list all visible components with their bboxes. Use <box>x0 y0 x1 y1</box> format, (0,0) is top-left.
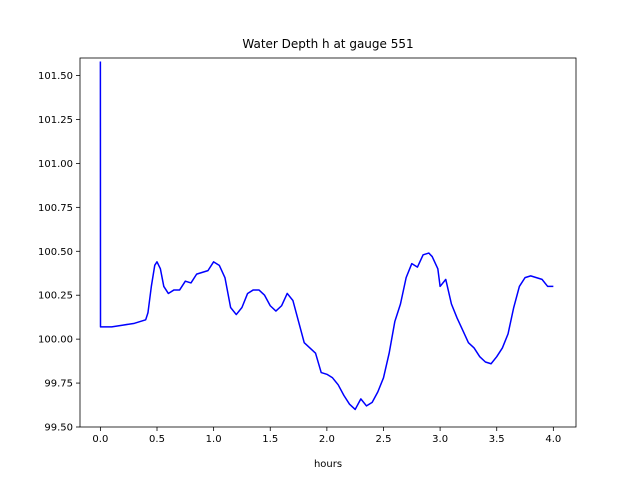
axes-frame <box>79 57 577 428</box>
x-tick-label: 4.0 <box>545 434 561 445</box>
x-tick-label: 2.5 <box>376 434 392 445</box>
x-axis: 0.0 0.5 1.0 1.5 2.0 2.5 3.0 3.5 4.0 <box>92 427 561 445</box>
y-tick-label: 99.75 <box>44 379 73 390</box>
y-axis: 99.50 99.75 100.00 100.25 100.50 100.75 101.00… <box>38 71 80 434</box>
series-line-0 <box>99 61 554 411</box>
y-tick-label: 100.25 <box>38 291 73 302</box>
y-tick-label: 101.25 <box>38 115 73 126</box>
y-tick-label: 101.50 <box>38 71 73 82</box>
x-tick-label: 3.0 <box>432 434 448 445</box>
x-tick-label: 3.5 <box>489 434 505 445</box>
x-tick-label: 2.0 <box>319 434 335 445</box>
chart-title: Water Depth h at gauge 551 <box>242 37 413 51</box>
y-tick-label: 100.00 <box>38 335 73 346</box>
x-tick-label: 0.5 <box>149 434 165 445</box>
x-tick-label: 0.0 <box>92 434 108 445</box>
x-tick-label: 1.0 <box>206 434 222 445</box>
plot-area <box>99 61 554 411</box>
y-tick-label: 101.00 <box>38 159 73 170</box>
y-tick-label: 100.50 <box>38 247 73 258</box>
x-tick-label: 1.5 <box>262 434 278 445</box>
y-tick-label: 99.50 <box>44 423 73 434</box>
y-tick-label: 100.75 <box>38 203 73 214</box>
x-axis-label: hours <box>314 459 342 470</box>
